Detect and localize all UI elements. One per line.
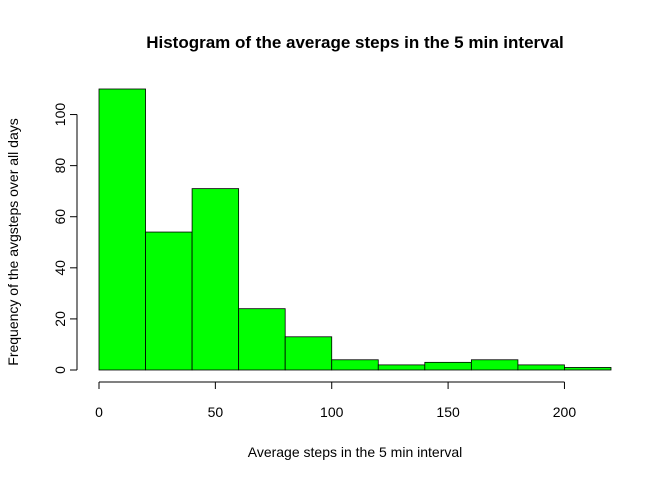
- x-tick-label: 0: [95, 404, 103, 420]
- histogram-bar: [191, 188, 240, 371]
- y-axis: 0 20 40 60 80 100: [52, 103, 78, 374]
- histogram-bar: [145, 231, 193, 371]
- x-tick-label: 50: [208, 404, 224, 420]
- x-tick-label: 150: [436, 404, 460, 420]
- bars-group: [98, 88, 612, 371]
- histogram-bar: [517, 364, 565, 371]
- histogram-bar: [331, 359, 379, 371]
- y-tick-label: 0: [52, 366, 68, 374]
- histogram-bar: [284, 336, 333, 371]
- y-tick-label: 80: [52, 158, 68, 174]
- histogram-bar: [377, 364, 426, 371]
- x-axis-label: Average steps in the 5 min interval: [248, 444, 463, 460]
- x-tick-label: 200: [553, 404, 577, 420]
- y-tick-label: 20: [52, 311, 68, 327]
- histogram-bar: [564, 367, 612, 371]
- chart-title: Histogram of the average steps in the 5 …: [146, 33, 564, 52]
- histogram-bar: [470, 359, 519, 371]
- histogram-bar: [238, 308, 286, 371]
- y-tick-label: 40: [52, 260, 68, 276]
- x-tick-label: 100: [320, 404, 344, 420]
- y-tick-label: 100: [52, 103, 68, 127]
- histogram-bar: [98, 88, 146, 371]
- y-tick-label: 60: [52, 209, 68, 225]
- x-axis: 0 50 100 150 200: [95, 381, 577, 420]
- y-axis-label: Frequency of the avgsteps over all days: [5, 118, 21, 365]
- histogram-bar: [424, 361, 472, 371]
